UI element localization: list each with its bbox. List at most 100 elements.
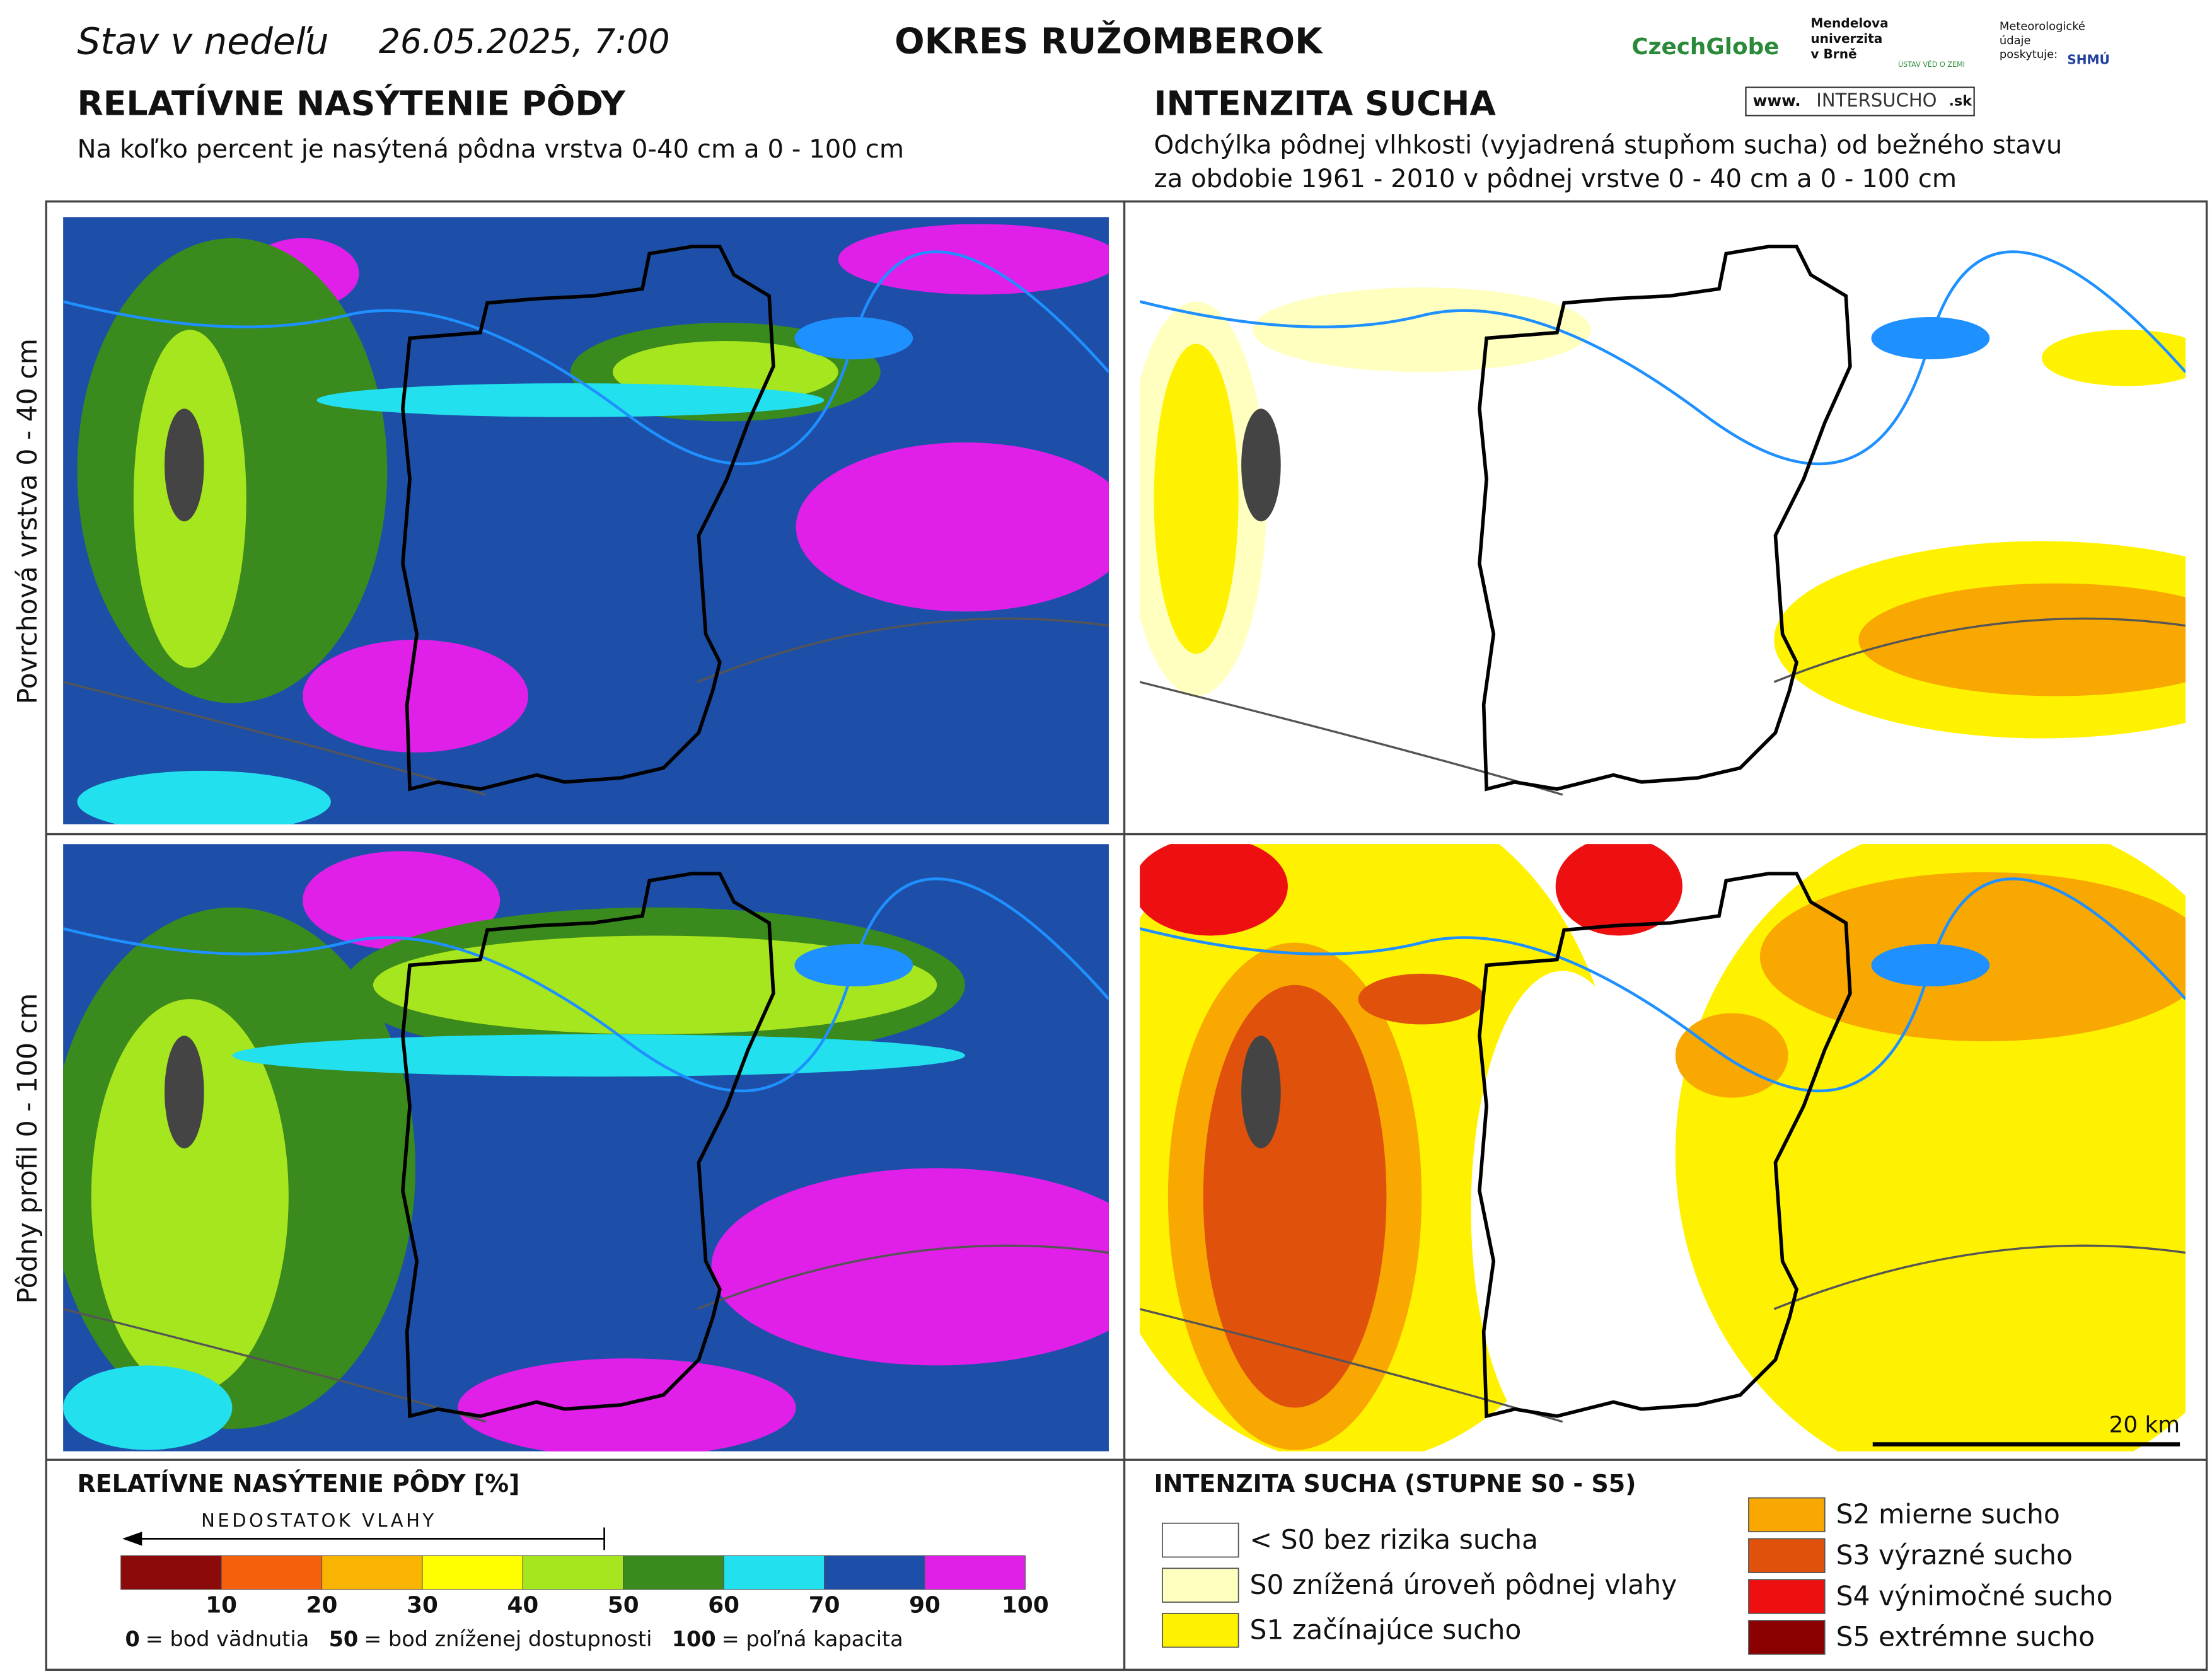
arrowhead	[122, 1532, 142, 1546]
legend-swatch	[1748, 1579, 1826, 1614]
map-area	[1154, 343, 1239, 654]
legend-swatch	[1748, 1620, 1826, 1655]
color-bin	[221, 1555, 323, 1590]
label: INTENZITA SUCHA (STUPNE S0 - S5)	[1154, 1470, 1636, 1498]
label: = bod zníženej dostupnosti	[364, 1627, 652, 1651]
label: Meteorologické	[2000, 20, 2085, 33]
logo-box	[1745, 86, 1975, 117]
label: 70	[809, 1593, 840, 1619]
label: .sk	[1949, 93, 1972, 109]
map-area	[77, 770, 331, 824]
label: NEDOSTATOK VLAHY	[201, 1510, 436, 1532]
color-bin	[824, 1555, 925, 1590]
label: S2 mierne sucho	[1836, 1499, 2060, 1530]
label: INTENZITA SUCHA	[1154, 83, 1497, 123]
label: 20 km	[2109, 1412, 2180, 1438]
label: Pôdny profil 0 - 100 cm	[13, 993, 43, 1304]
label: za obdobie 1961 - 2010 v pôdnej vrstve 0…	[1154, 165, 1957, 193]
town	[1241, 1036, 1281, 1149]
label: ÚSTAV VĚD O ZEMI	[1898, 61, 1965, 69]
map-area	[303, 851, 501, 950]
label: < S0 bez rizika sucha	[1250, 1525, 1538, 1556]
label: CzechGlobe	[1631, 34, 1779, 60]
map-area	[1555, 844, 1682, 936]
map-area	[1759, 872, 2186, 1042]
river	[1140, 250, 2186, 466]
legend-swatch	[1162, 1522, 1239, 1558]
map-panel	[1140, 844, 2186, 1452]
map-area	[1358, 973, 1485, 1025]
label: S5 extrémne sucho	[1836, 1622, 2095, 1653]
district-border	[401, 872, 775, 1419]
map-area	[373, 935, 937, 1034]
district-border	[401, 245, 775, 792]
label: SHMÚ	[2067, 52, 2110, 67]
legend-swatch	[1162, 1612, 1239, 1648]
label: údaje	[2000, 34, 2031, 47]
label: Mendelova	[1810, 16, 1888, 31]
lake	[1871, 944, 1990, 986]
map-area	[2042, 330, 2186, 386]
town	[165, 1036, 204, 1149]
label: 50	[329, 1627, 359, 1651]
label: RELATÍVNE NASÝTENIE PÔDY	[77, 83, 626, 123]
label: Povrchová vrstva 0 - 40 cm	[13, 338, 43, 704]
map	[1140, 844, 2186, 1452]
color-bin	[422, 1555, 523, 1590]
label: = bod vädnutia	[146, 1627, 310, 1651]
color-bin	[321, 1555, 423, 1590]
label: poskytuje:	[2000, 48, 2058, 61]
map-area	[63, 1365, 233, 1450]
frame	[45, 200, 2208, 1671]
lake	[1871, 317, 1990, 360]
map-area	[1203, 984, 1387, 1408]
color-bin	[522, 1555, 624, 1590]
river	[63, 877, 1109, 1093]
label: 20	[306, 1593, 338, 1619]
map	[1140, 217, 2186, 824]
river	[1140, 877, 2186, 1093]
map-area	[1253, 287, 1591, 372]
map-area	[1858, 583, 2186, 696]
label: 90	[909, 1593, 941, 1619]
town	[1241, 408, 1281, 522]
map-area	[1675, 1013, 1788, 1098]
color-bin	[120, 1555, 222, 1590]
river	[63, 250, 1109, 466]
label: = poľná kapacita	[722, 1627, 903, 1651]
label: S4 výnimočné sucho	[1836, 1581, 2113, 1612]
map-area	[303, 640, 528, 753]
label: 0	[125, 1627, 139, 1651]
map-area	[1471, 971, 1655, 1450]
label: Stav v nedeľu	[77, 20, 328, 62]
legend-swatch	[1748, 1497, 1826, 1533]
label: 100	[1002, 1593, 1049, 1619]
label: 50	[608, 1593, 639, 1619]
color-bin	[623, 1555, 724, 1590]
legend-swatch	[1748, 1538, 1826, 1573]
map-panel	[1140, 217, 2186, 824]
map-area	[1154, 858, 1239, 915]
map-area	[796, 442, 1109, 612]
map-area	[232, 1034, 965, 1077]
label: RELATÍVNE NASÝTENIE PÔDY [%]	[77, 1470, 519, 1498]
label: 30	[407, 1593, 438, 1619]
label: Na koľko percent je nasýtená pôdna vrstv…	[77, 135, 904, 164]
label: 40	[507, 1593, 538, 1619]
map	[63, 217, 1109, 824]
map-area	[91, 999, 289, 1394]
label: OKRES RUŽOMBEROK	[895, 20, 1323, 62]
color-bin	[924, 1555, 1026, 1590]
map-area	[711, 1168, 1109, 1366]
district-border	[1478, 245, 1852, 792]
label: www.	[1753, 91, 1801, 110]
map-panel	[63, 217, 1109, 824]
map	[63, 844, 1109, 1452]
map-area	[316, 383, 825, 417]
district-border	[1478, 872, 1852, 1419]
label: 60	[708, 1593, 739, 1619]
label: 100	[672, 1627, 716, 1651]
label: S3 výrazné sucho	[1836, 1540, 2073, 1571]
label: v Brně	[1810, 47, 1856, 62]
